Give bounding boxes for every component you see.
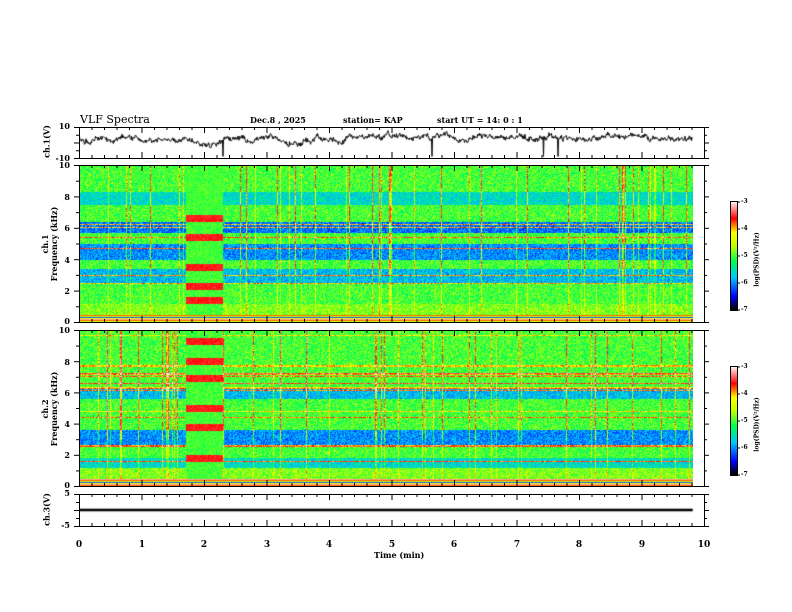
ch3-wave-ylabel: ch.3(V) xyxy=(41,493,52,526)
ch1-wave-ytick: -10 xyxy=(55,153,70,163)
x-tick-label: 5 xyxy=(388,540,396,550)
x-tick-label: 7 xyxy=(513,540,521,550)
ch3-wave-ytick: 5 xyxy=(64,488,70,498)
ch1-spec-ylabel: ch.1 Frequency (kHz) xyxy=(40,204,59,284)
x-tick-label: 1 xyxy=(138,540,146,550)
ch2-spec-ytick: 6 xyxy=(64,388,70,398)
ch2-spec-ytick: 10 xyxy=(58,325,70,335)
ch1-spec-ytick: 6 xyxy=(64,223,70,233)
cb2-tick: -4 xyxy=(741,390,748,397)
x-tick-label: 0 xyxy=(75,540,83,550)
ch2-spec-frame xyxy=(79,330,705,487)
cb2-label: log(PSD)(V²/Hz) xyxy=(753,397,761,452)
x-tick-label: 3 xyxy=(263,540,271,550)
chart-title: VLF Spectra xyxy=(80,113,150,126)
x-tick-label: 9 xyxy=(638,540,646,550)
ch1-spectrogram xyxy=(79,165,693,322)
x-tick-label: 8 xyxy=(575,540,583,550)
ch2-spec-ytick: 8 xyxy=(64,357,70,367)
cb2-tick: -3 xyxy=(741,363,748,370)
ch1-spec-ytick: 8 xyxy=(64,192,70,202)
ch2-spec-ylabel-line2: Frequency (kHz) xyxy=(49,371,59,447)
x-tick-label: 2 xyxy=(200,540,208,550)
date-label: Dec.8 , 2025 xyxy=(250,115,306,125)
cb1-tick: -4 xyxy=(741,225,748,232)
ch2-spec-ylabel: ch.2 Frequency (kHz) xyxy=(40,369,59,449)
cb1-tick: -6 xyxy=(741,279,748,286)
x-axis-label: Time (min) xyxy=(374,550,425,560)
station-label: station= KAP xyxy=(343,115,403,125)
ch2-spec-ytick: 4 xyxy=(64,419,70,429)
ch2-colorbar xyxy=(731,367,737,475)
ch2-spec-ytick: 2 xyxy=(64,450,70,460)
cb2-tick: -6 xyxy=(741,444,748,451)
ch1-spec-ylabel-line2: Frequency (kHz) xyxy=(49,206,59,282)
ch1-spec-ytick: 10 xyxy=(58,160,70,170)
x-tick-label: 10 xyxy=(697,540,711,550)
ch1-spec-ytick: 0 xyxy=(64,316,70,326)
ch1-wave-ylabel: ch.1(V) xyxy=(41,125,52,158)
ch1-spec-ytick: 4 xyxy=(64,255,70,265)
cb2-tick: -5 xyxy=(741,417,748,424)
cb1-tick: -5 xyxy=(741,252,748,259)
ch1-wave-ytick: 10 xyxy=(58,121,70,131)
cb1-tick: -3 xyxy=(741,198,748,205)
ch1-spec-ytick: 2 xyxy=(64,286,70,296)
ch2-spec-ytick: 0 xyxy=(64,480,70,490)
colorbar-frame xyxy=(730,366,738,476)
ch3-wave-ytick: -5 xyxy=(61,520,70,530)
colorbar-frame xyxy=(730,201,738,311)
ch1-spec-frame xyxy=(79,165,705,323)
ch2-spectrogram xyxy=(79,330,693,486)
ch1-colorbar xyxy=(731,202,737,310)
cb1-label: log(PSD)(V²/Hz) xyxy=(753,232,761,287)
start-time-label: start UT = 14: 0 : 1 xyxy=(437,115,523,125)
cb2-tick: -7 xyxy=(741,471,748,478)
x-tick-label: 6 xyxy=(450,540,458,550)
x-tick-label: 4 xyxy=(325,540,333,550)
cb1-tick: -7 xyxy=(741,306,748,313)
